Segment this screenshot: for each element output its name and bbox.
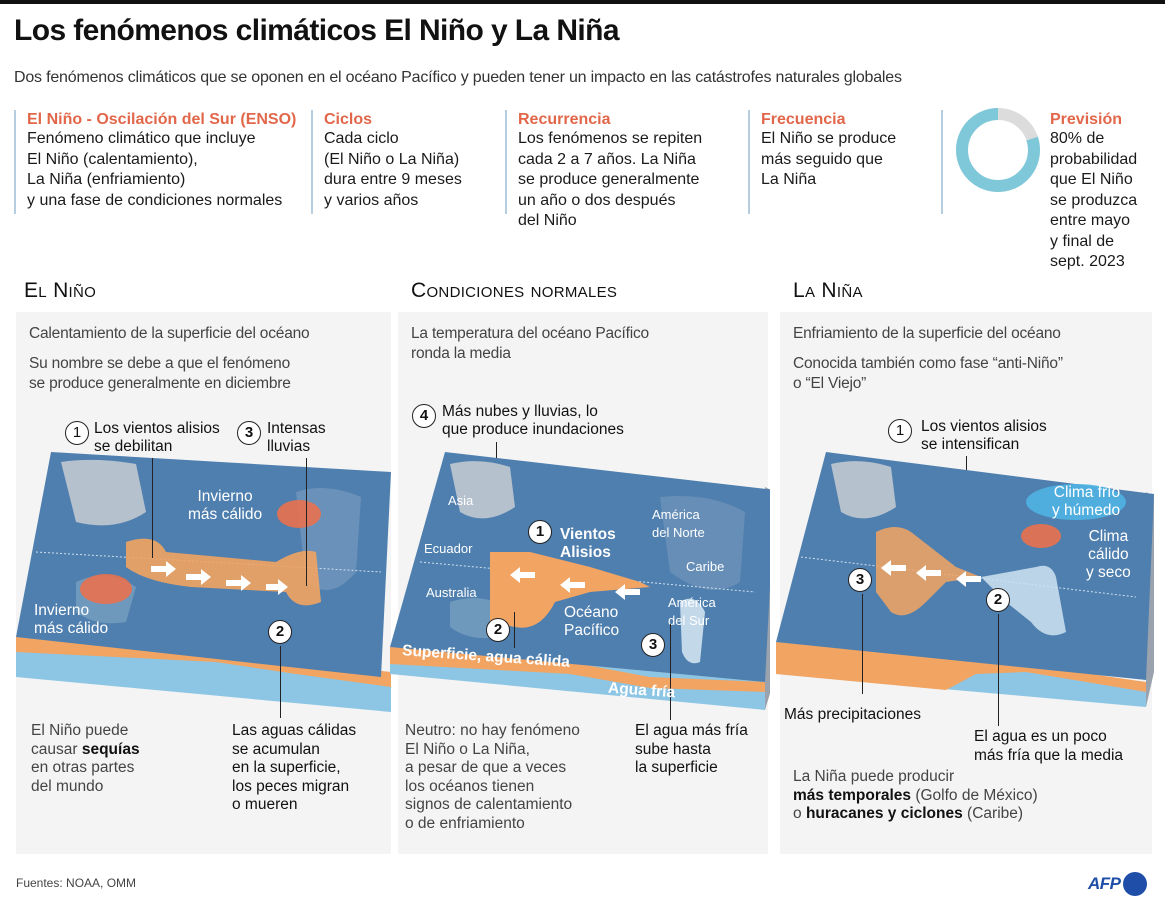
forecast-heading: Previsión	[1050, 111, 1123, 128]
panel-lanina: Enfriamiento de la superficie del océano…	[776, 312, 1154, 854]
callout-number-2: 2	[986, 588, 1010, 612]
elnino-callout-1: Los vientos alisios se debilitan	[94, 420, 220, 455]
leader-line	[514, 612, 515, 648]
map-label-caribbean: Caribe	[686, 559, 725, 574]
warm-layer	[16, 637, 391, 687]
forecast-donut-chart	[956, 108, 1040, 192]
donut-value-arc	[956, 108, 1040, 192]
info-enso-body: Fenómeno climático que incluye El Niño (…	[27, 130, 283, 209]
afp-logo: AFP	[1088, 872, 1147, 896]
forecast-body: 80% de probabilidad que El Niño se produ…	[1050, 130, 1138, 270]
callout-number-1: 1	[528, 520, 552, 544]
leader-line	[998, 614, 999, 726]
callout-number-2: 2	[486, 618, 510, 642]
leader-line	[670, 624, 671, 720]
info-frequency: Frecuencia El Niño se produce más seguid…	[748, 110, 896, 214]
afp-logo-dot-icon	[1122, 872, 1147, 896]
section-title-normal: Condiciones normales	[411, 279, 618, 302]
callout-number-4: 4	[412, 404, 436, 428]
lanina-map-label-cold-humid: Clima frío y húmedo	[1052, 484, 1121, 519]
info-cycles-body: Cada ciclo (El Niño o La Niña) dura entr…	[324, 130, 462, 209]
lanina-colder-note: El agua es un poco más fría que la media	[974, 728, 1124, 764]
info-enso-heading: El Niño - Oscilación del Sur (ENSO)	[27, 111, 297, 128]
lanina-map-label-warm-dry: Clima cálido y seco	[1086, 528, 1131, 581]
sources-credit: Fuentes: NOAA, OMM	[16, 876, 137, 890]
callout-number-1: 1	[65, 421, 89, 445]
top-rule	[0, 0, 1165, 4]
info-frequency-heading: Frecuencia	[761, 111, 846, 128]
elnino-drought-note: El Niño puede causar sequías en otras pa…	[31, 722, 140, 795]
leader-line	[306, 458, 307, 586]
callout-number-3: 3	[641, 633, 665, 657]
lanina-precip-note: Más precipitaciones	[784, 706, 921, 723]
map-label-australia: Australia	[426, 585, 477, 600]
panel-normal: La temperatura del océano Pacífico ronda…	[390, 312, 770, 854]
lanina-storms-note: La Niña puede producir más temporales (G…	[793, 768, 1038, 822]
normal-callout-4: Más nubes y lluvias, lo que produce inun…	[442, 403, 624, 438]
map-label-trade-winds: Vientos Alisios	[560, 526, 616, 561]
info-enso: El Niño - Oscilación del Sur (ENSO) Fenó…	[14, 110, 296, 214]
lanina-desc-1: Enfriamiento de la superficie del océano	[793, 325, 1061, 342]
leader-line	[862, 594, 863, 694]
map-label-ecuador: Ecuador	[424, 541, 473, 556]
info-cycles: Ciclos Cada ciclo (El Niño o La Niña) du…	[311, 110, 462, 214]
panel-elnino: Calentamiento de la superficie del océan…	[16, 312, 391, 854]
wind-arrows	[151, 561, 288, 595]
info-recurrence-heading: Recurrencia	[518, 111, 611, 128]
map-label-north-america: América del Norte	[652, 507, 705, 540]
lanina-desc-2: Conocida también como fase “anti-Niño” o…	[793, 355, 1063, 392]
info-divider	[941, 110, 943, 214]
wind-arrows	[510, 567, 640, 600]
map-label-asia: Asia	[448, 493, 474, 508]
elnino-callout-3: Intensas lluvias	[267, 420, 326, 455]
map-label-pacific-ocean: Océano Pacífico	[564, 604, 620, 639]
info-cycles-heading: Ciclos	[324, 111, 373, 128]
callout-number-2: 2	[268, 620, 292, 644]
lanina-map-diagram	[776, 452, 1154, 707]
elnino-map-label-north-america: Invierno más cálido	[188, 488, 263, 523]
forecast-block: Previsión 80% de probabilidad que El Niñ…	[1050, 110, 1137, 273]
leader-line	[280, 646, 281, 718]
elnino-map-label-australia: Invierno más cálido	[34, 602, 109, 637]
lanina-callout-1: Los vientos alisios se intensifican	[921, 418, 1047, 453]
callout-number-1: 1	[888, 419, 912, 443]
section-title-lanina: La Niña	[793, 279, 863, 302]
elnino-map-diagram	[16, 452, 391, 712]
page-title: Los fenómenos climáticos El Niño y La Ni…	[14, 14, 620, 47]
normal-map-diagram	[390, 452, 770, 710]
info-recurrence-body: Los fenómenos se repiten cada 2 a 7 años…	[518, 130, 703, 229]
page-subtitle: Dos fenómenos climáticos que se oponen e…	[14, 69, 902, 86]
leader-line	[152, 458, 153, 558]
elnino-desc-1: Calentamiento de la superficie del océan…	[29, 325, 310, 342]
map-label-south-america: América del Sur	[668, 595, 716, 628]
wind-arrows	[881, 560, 981, 587]
elnino-warm-water-note: Las aguas cálidas se acumulan en la supe…	[232, 722, 357, 813]
afp-logo-text: AFP	[1088, 874, 1121, 893]
normal-desc: La temperatura del océano Pacífico ronda…	[411, 325, 649, 362]
info-frequency-body: El Niño se produce más seguido que La Ni…	[761, 130, 897, 188]
normal-neutral-note: Neutro: no hay fenómeno El Niño o La Niñ…	[405, 722, 580, 832]
callout-number-3: 3	[848, 568, 872, 592]
elnino-desc-2: Su nombre se debe a que el fenómeno se p…	[29, 355, 291, 392]
callout-number-3: 3	[237, 421, 261, 445]
normal-cold-water-note: El agua más fría sube hasta la superfici…	[635, 722, 748, 776]
info-recurrence: Recurrencia Los fenómenos se repiten cad…	[505, 110, 702, 229]
section-title-elnino: El Niño	[24, 279, 97, 302]
